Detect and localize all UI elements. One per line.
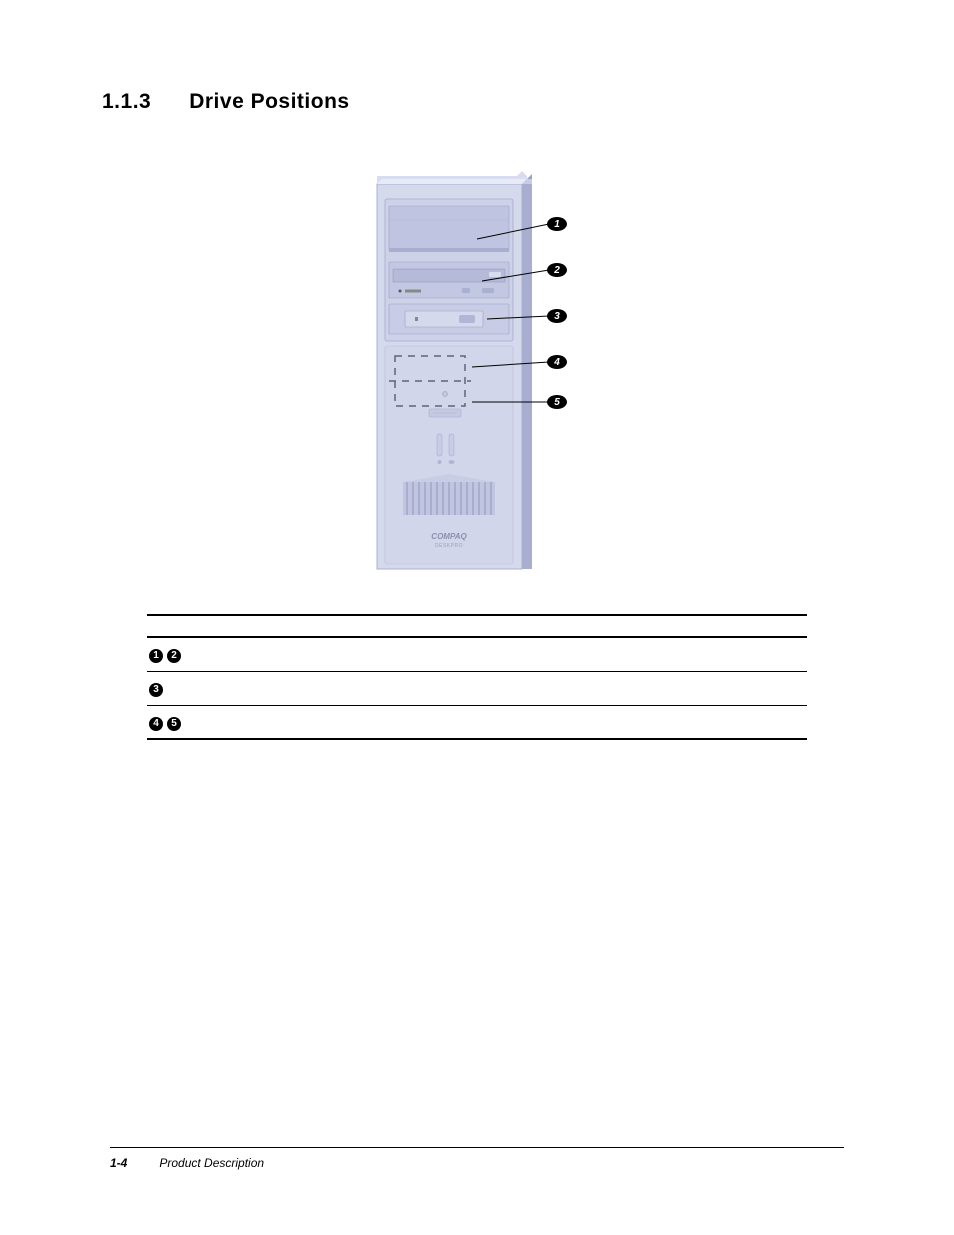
callout-num-5: 5 — [554, 397, 560, 408]
tower-svg: COMPAQ DESKPRO 1 2 3 4 5 — [367, 164, 587, 574]
desc-cell — [237, 637, 807, 671]
ref-cell: 3 — [147, 671, 237, 705]
figure-container: COMPAQ DESKPRO 1 2 3 4 5 — [110, 164, 844, 574]
desc-cell — [237, 705, 807, 739]
desc-cell — [237, 671, 807, 705]
ref-badge-2: 2 — [167, 649, 181, 663]
tower-diagram: COMPAQ DESKPRO 1 2 3 4 5 — [367, 164, 587, 574]
ref-cell: 45 — [147, 705, 237, 739]
drive-positions-table: 12 3 45 — [147, 614, 807, 740]
section-title: Drive Positions — [189, 90, 349, 114]
ref-cell: 12 — [147, 637, 237, 671]
table-row: 45 — [147, 705, 807, 739]
callout-num-2: 2 — [553, 265, 560, 276]
section-number: 1.1.3 — [102, 90, 151, 114]
ref-badge-5: 5 — [167, 717, 181, 731]
ref-badge-3: 3 — [149, 683, 163, 697]
ref-badge-1: 1 — [149, 649, 163, 663]
callout-num-4: 4 — [553, 357, 560, 368]
logo-line2: DESKPRO — [435, 543, 463, 549]
vent-grille — [403, 474, 495, 515]
table-row: 3 — [147, 671, 807, 705]
chapter-title: Product Description — [159, 1156, 264, 1170]
page-footer: 1-4 Product Description — [110, 1147, 844, 1170]
callout-num-3: 3 — [554, 311, 560, 322]
callout-num-1: 1 — [554, 219, 560, 230]
page-number: 1-4 — [110, 1156, 127, 1170]
table-row: 12 — [147, 637, 807, 671]
ref-badge-4: 4 — [149, 717, 163, 731]
logo-line1: COMPAQ — [431, 532, 467, 541]
